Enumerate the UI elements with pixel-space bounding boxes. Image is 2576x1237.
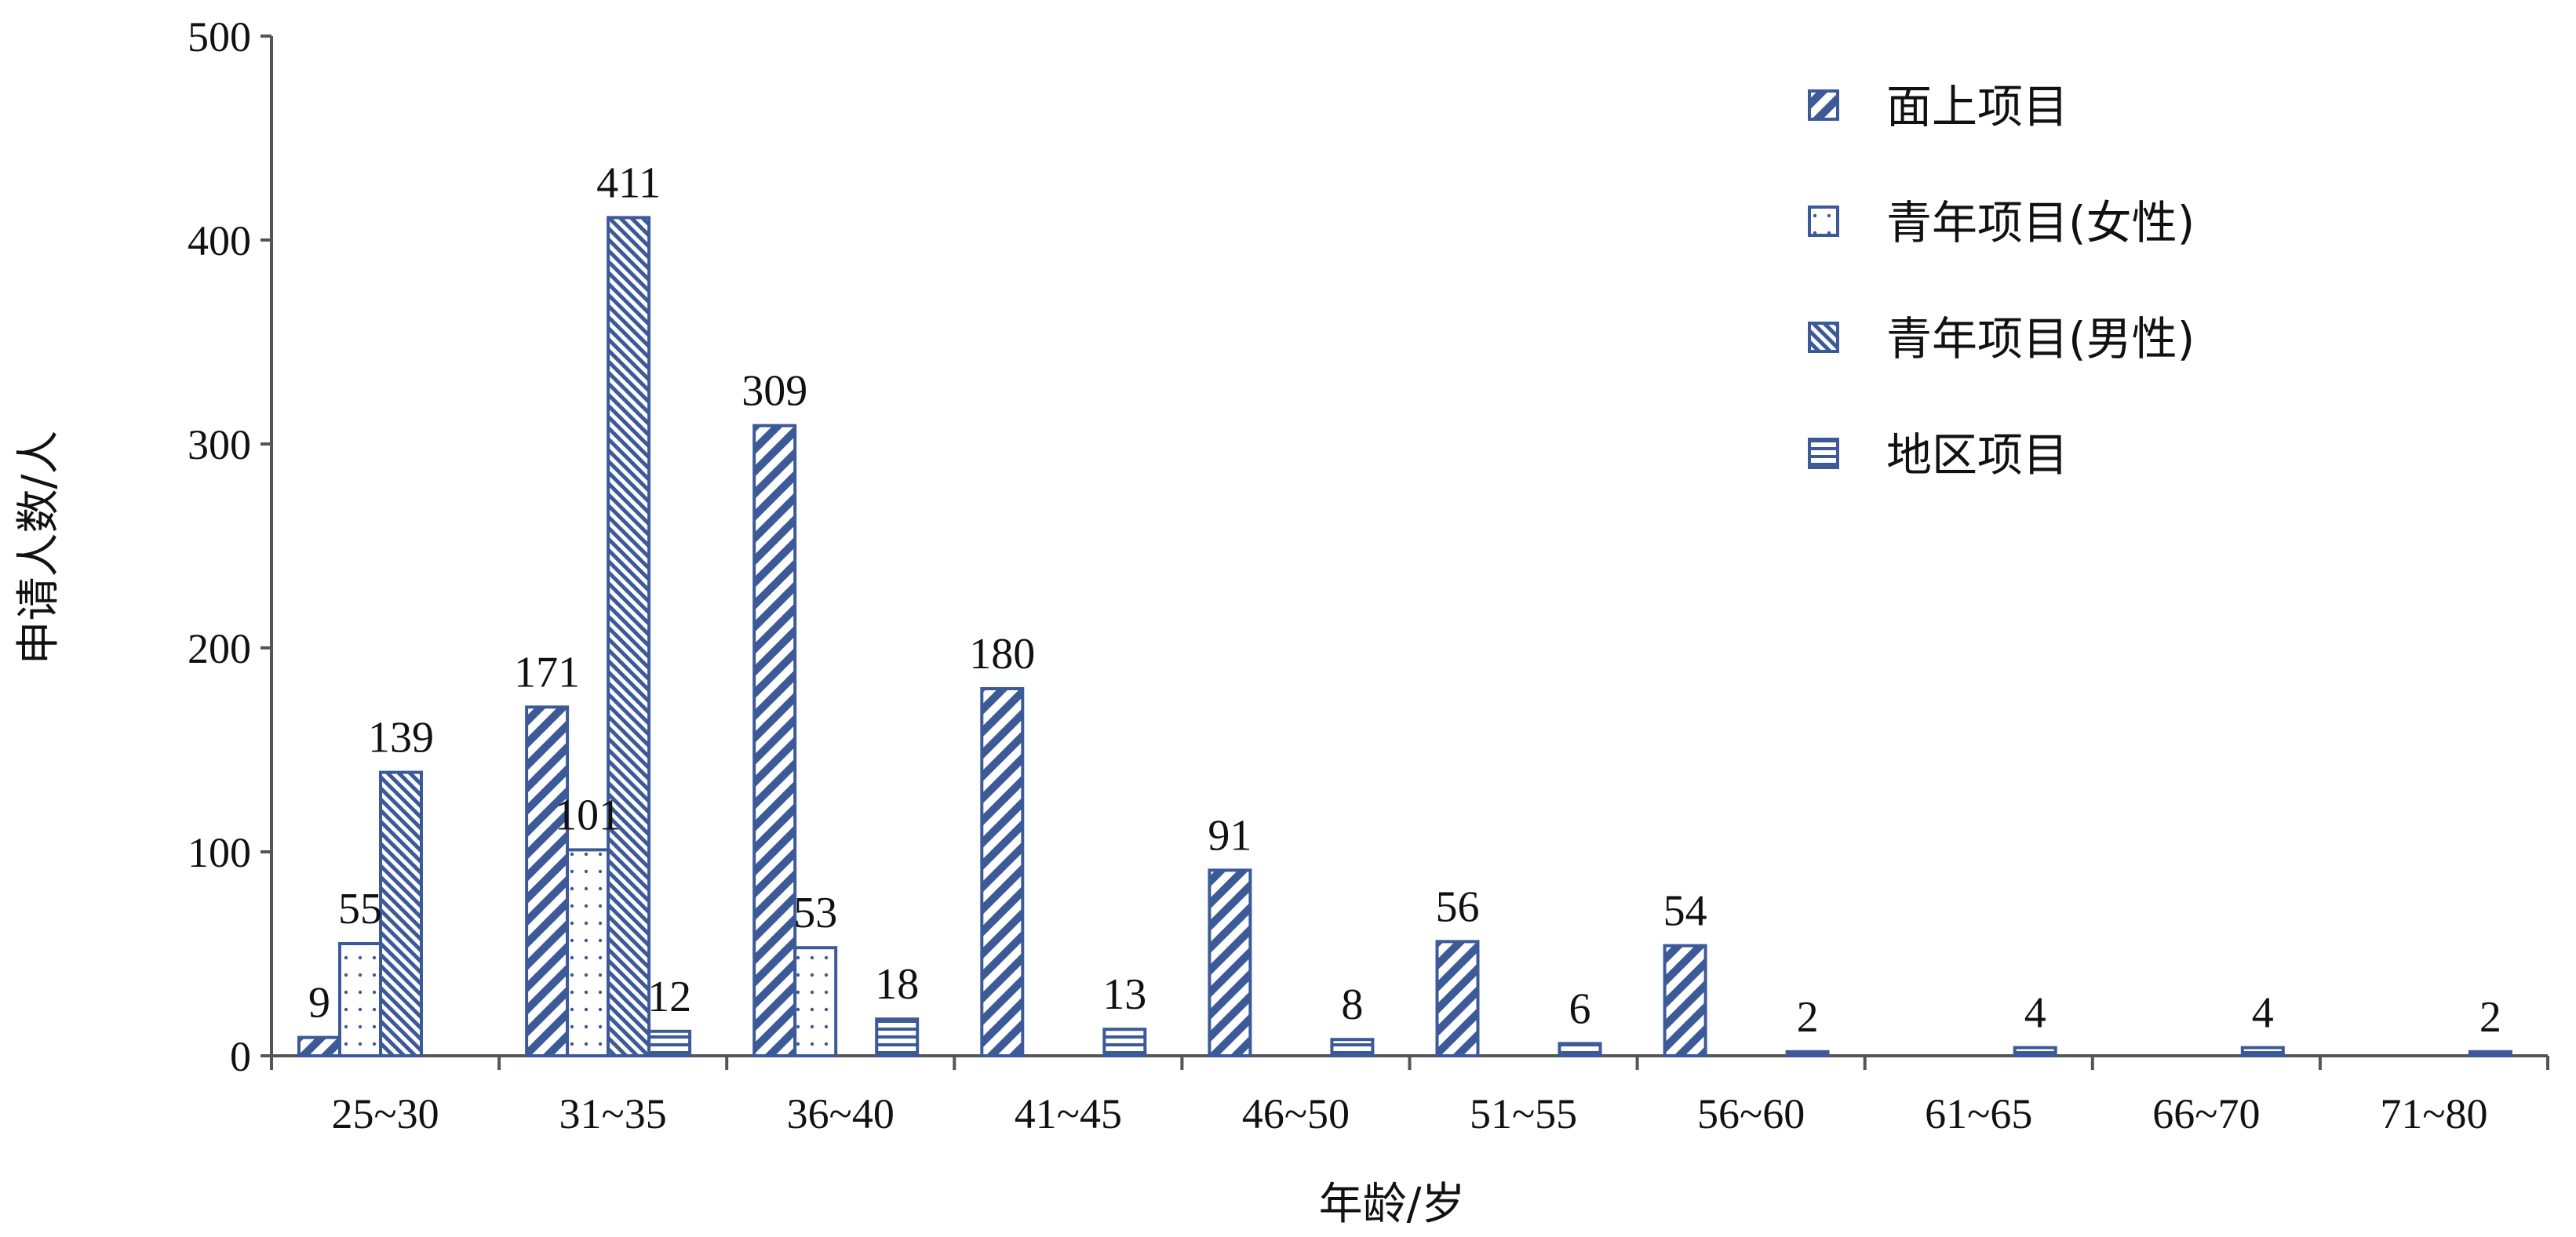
- bar: [2013, 1046, 2057, 1057]
- data-label: 18: [875, 960, 919, 1009]
- legend-swatch: [1808, 438, 1839, 469]
- bar: [297, 1035, 341, 1057]
- legend-label: 青年项目(女性): [1886, 196, 2195, 249]
- data-label: 411: [596, 158, 661, 207]
- data-labels: 9 171 309 180 91 56 54 55 101 53 139 411 12 18 13 8 6 2 4 4…: [308, 158, 2501, 1041]
- bar: [2240, 1046, 2285, 1057]
- data-label: 139: [368, 714, 434, 762]
- bar: [566, 848, 610, 1058]
- legend-swatch: [1808, 206, 1839, 237]
- bar: [1102, 1028, 1147, 1057]
- data-label: 4: [2024, 989, 2046, 1038]
- x-tick-label: 51~55: [1470, 1090, 1577, 1137]
- legend-label: 地区项目: [1886, 428, 2068, 482]
- bar: [793, 946, 838, 1057]
- bar: [647, 1029, 692, 1058]
- bar: [525, 705, 570, 1058]
- data-label: 171: [514, 648, 580, 697]
- x-tick-label: 56~60: [1697, 1090, 1805, 1137]
- data-label: 101: [555, 791, 621, 839]
- data-label: 180: [969, 630, 1035, 679]
- data-label: 12: [647, 973, 691, 1021]
- data-label: 9: [308, 979, 330, 1028]
- data-label: 55: [338, 885, 382, 933]
- data-label: 13: [1102, 970, 1146, 1019]
- x-axis-ticks: 25~30 31~35 36~40 41~45 46~50 51~55 56~60 61~65…: [270, 1056, 2549, 1137]
- data-label: 8: [1341, 981, 1363, 1029]
- bar: [1785, 1050, 1830, 1058]
- data-label: 2: [1797, 993, 1819, 1042]
- bar: [1435, 940, 1480, 1058]
- y-tick-label: 200: [188, 625, 251, 672]
- legend-swatch: [1808, 89, 1839, 121]
- bar: [1208, 868, 1252, 1058]
- x-axis-label: 年龄/岁: [1319, 1179, 1466, 1230]
- legend-label: 面上项目: [1886, 80, 2068, 133]
- y-tick-label: 100: [188, 829, 251, 876]
- data-label: 309: [741, 367, 807, 416]
- y-tick-label: 0: [230, 1033, 251, 1080]
- bar: [379, 770, 423, 1057]
- legend-label: 青年项目(男性): [1886, 312, 2195, 366]
- bar: [338, 942, 382, 1057]
- data-label: 56: [1436, 882, 1480, 931]
- data-label: 53: [793, 889, 837, 937]
- x-tick-label: 41~45: [1015, 1090, 1122, 1137]
- bar: [1663, 944, 1707, 1057]
- x-tick-label: 25~30: [331, 1090, 439, 1137]
- x-tick-label: 66~70: [2152, 1090, 2260, 1137]
- bar: [1330, 1038, 1375, 1057]
- data-label: 91: [1208, 811, 1252, 860]
- bar: [2468, 1050, 2512, 1058]
- bar: [980, 687, 1025, 1057]
- y-axis-ticks: 0 100 200 300 400 500: [188, 13, 271, 1080]
- bar: [1558, 1042, 1602, 1058]
- y-axis-label: 申请人数/人: [13, 431, 64, 665]
- data-label: 6: [1569, 984, 1591, 1033]
- x-tick-label: 61~65: [1925, 1090, 2032, 1137]
- bar: [752, 424, 797, 1057]
- y-tick-label: 500: [188, 13, 251, 60]
- data-label: 4: [2252, 989, 2274, 1038]
- bar: [875, 1017, 920, 1057]
- bars: [297, 216, 2512, 1058]
- data-label: 2: [2479, 993, 2501, 1042]
- x-tick-label: 71~80: [2380, 1090, 2487, 1137]
- y-tick-label: 300: [188, 421, 251, 468]
- y-tick-label: 400: [188, 217, 251, 264]
- x-tick-label: 36~40: [787, 1090, 894, 1137]
- legend-swatch: [1808, 322, 1839, 353]
- data-label: 54: [1663, 887, 1707, 936]
- x-tick-label: 31~35: [559, 1090, 667, 1137]
- bar: [607, 216, 651, 1057]
- x-tick-label: 46~50: [1242, 1090, 1350, 1137]
